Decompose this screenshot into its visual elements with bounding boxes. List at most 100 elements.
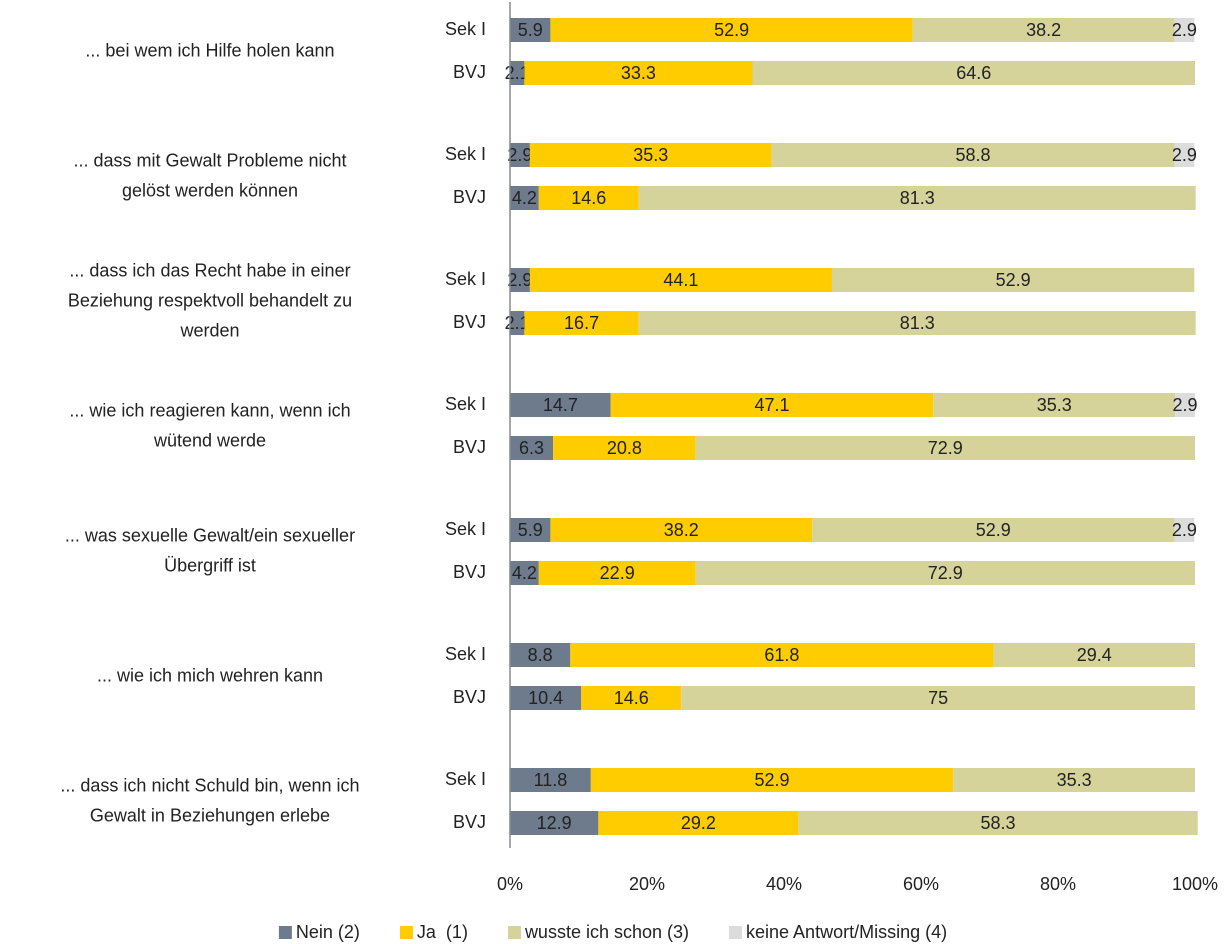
x-tick-label: 0% (497, 874, 523, 894)
bar-segment (510, 18, 551, 42)
bar-segment (550, 18, 913, 42)
data-label: 47.1 (754, 395, 789, 415)
data-label: 52.9 (714, 20, 749, 40)
data-label: 5.9 (518, 520, 543, 540)
bar-segment (598, 811, 799, 835)
data-label: 29.2 (681, 813, 716, 833)
data-label: 61.8 (764, 645, 799, 665)
group-label: ... wie ich reagieren kann, wenn ich (69, 400, 350, 420)
data-label: 6.3 (519, 438, 544, 458)
row-label: BVJ (453, 312, 486, 332)
bar-segment (681, 686, 1195, 710)
bar-segment (638, 186, 1196, 210)
x-tick-label: 20% (629, 874, 665, 894)
data-label: 20.8 (607, 438, 642, 458)
x-tick-label: 40% (766, 874, 802, 894)
bar-segment (570, 643, 994, 667)
data-label: 72.9 (928, 438, 963, 458)
data-label: 12.9 (537, 813, 572, 833)
group-label: ... dass mit Gewalt Probleme nicht (73, 150, 346, 170)
bar-segment (550, 518, 813, 542)
data-label: 52.9 (996, 270, 1031, 290)
data-label: 4.2 (512, 563, 537, 583)
data-label: 10.4 (528, 688, 563, 708)
bar-segment (510, 768, 591, 792)
data-label: 44.1 (663, 270, 698, 290)
bar-segment (610, 393, 934, 417)
data-label: 16.7 (564, 313, 599, 333)
bar-segment (510, 186, 539, 210)
data-label: 14.6 (614, 688, 649, 708)
data-label: 72.9 (928, 563, 963, 583)
row-label: Sek I (445, 519, 486, 539)
bar-segment (695, 561, 1195, 585)
data-label: 75 (928, 688, 948, 708)
bar-segment (510, 518, 551, 542)
data-label: 4.2 (512, 188, 537, 208)
bar-segment (798, 811, 1198, 835)
bar-segment (1174, 143, 1195, 167)
x-tick-label: 100% (1172, 874, 1218, 894)
row-label: Sek I (445, 769, 486, 789)
data-label: 2.9 (1173, 395, 1198, 415)
bar-segment (831, 268, 1195, 292)
data-label: 58.8 (956, 145, 991, 165)
bar-segment (529, 143, 772, 167)
group-label: ... dass ich das Recht habe in einer (69, 260, 350, 280)
data-label: 14.7 (543, 395, 578, 415)
row-label: BVJ (453, 437, 486, 457)
bar-segment (510, 643, 571, 667)
legend-swatch (399, 926, 413, 939)
data-label: 2.1 (505, 313, 530, 333)
bar-segment (590, 768, 954, 792)
bar-segment (510, 686, 582, 710)
bar-segment (510, 143, 530, 167)
group-label: gelöst werden können (122, 180, 298, 200)
bar-segment (510, 436, 554, 460)
bar-segment (510, 393, 611, 417)
data-label: 52.9 (754, 770, 789, 790)
data-label: 2.9 (1172, 20, 1197, 40)
data-label: 22.9 (600, 563, 635, 583)
bar-segment (993, 643, 1195, 667)
data-label: 38.2 (664, 520, 699, 540)
group-label: wütend werde (153, 430, 266, 450)
group-label: ... wie ich mich wehren kann (97, 665, 323, 685)
data-label: 2.9 (1172, 145, 1197, 165)
bar-segment (752, 61, 1195, 85)
data-label: 38.2 (1026, 20, 1061, 40)
group-label: Gewalt in Beziehungen erlebe (90, 805, 330, 825)
bar-segment (581, 686, 682, 710)
data-label: 33.3 (621, 63, 656, 83)
bar-segment (695, 436, 1195, 460)
x-tick-label: 80% (1040, 874, 1076, 894)
data-label: 2.9 (1172, 520, 1197, 540)
bar-segment (1174, 18, 1195, 42)
group-label: werden (179, 320, 239, 340)
row-label: BVJ (453, 687, 486, 707)
row-label: Sek I (445, 269, 486, 289)
data-label: 2.9 (507, 145, 532, 165)
bar-segment (538, 561, 696, 585)
data-label: 2.9 (507, 270, 532, 290)
bar-segment (524, 311, 639, 335)
bar-segment (510, 561, 539, 585)
data-label: 29.4 (1077, 645, 1112, 665)
bar-segment (510, 268, 530, 292)
bar-segment (638, 311, 1196, 335)
legend-label: wusste ich schon (3) (524, 922, 689, 942)
bar-segment (553, 436, 696, 460)
group-label: Beziehung respektvoll behandelt zu (68, 290, 352, 310)
bar-segment (953, 768, 1195, 792)
group-label: ... was sexuelle Gewalt/ein sexueller (65, 525, 355, 545)
data-label: 52.9 (976, 520, 1011, 540)
bar-segment (510, 311, 525, 335)
legend-swatch (507, 926, 521, 939)
data-label: 35.3 (1057, 770, 1092, 790)
bar-segment (812, 518, 1175, 542)
data-label: 8.8 (528, 645, 553, 665)
bar-segment (1175, 393, 1195, 417)
group-label: ... dass ich nicht Schuld bin, wenn ich (60, 775, 359, 795)
data-label: 81.3 (900, 188, 935, 208)
